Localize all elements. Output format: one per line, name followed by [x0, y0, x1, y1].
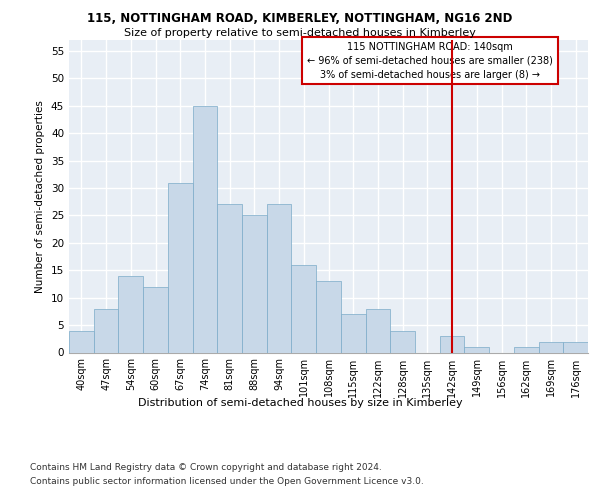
Bar [539, 342, 563, 352]
Text: Contains public sector information licensed under the Open Government Licence v3: Contains public sector information licen… [30, 478, 424, 486]
Bar [267, 204, 292, 352]
Bar [143, 286, 168, 352]
Y-axis label: Number of semi-detached properties: Number of semi-detached properties [35, 100, 46, 292]
Bar [193, 106, 217, 352]
Bar [316, 281, 341, 352]
Bar [464, 347, 489, 352]
Bar [242, 216, 267, 352]
Bar [118, 276, 143, 352]
Text: Contains HM Land Registry data © Crown copyright and database right 2024.: Contains HM Land Registry data © Crown c… [30, 462, 382, 471]
Bar [94, 308, 118, 352]
Bar [365, 308, 390, 352]
Bar [390, 330, 415, 352]
Bar [440, 336, 464, 352]
Text: 115, NOTTINGHAM ROAD, KIMBERLEY, NOTTINGHAM, NG16 2ND: 115, NOTTINGHAM ROAD, KIMBERLEY, NOTTING… [88, 12, 512, 26]
Bar [563, 342, 588, 352]
Text: Distribution of semi-detached houses by size in Kimberley: Distribution of semi-detached houses by … [137, 398, 463, 407]
Bar [514, 347, 539, 352]
Text: 115 NOTTINGHAM ROAD: 140sqm
← 96% of semi-detached houses are smaller (238)
3% o: 115 NOTTINGHAM ROAD: 140sqm ← 96% of sem… [307, 42, 553, 80]
Bar [69, 330, 94, 352]
Bar [292, 265, 316, 352]
Text: Size of property relative to semi-detached houses in Kimberley: Size of property relative to semi-detach… [124, 28, 476, 38]
Bar [217, 204, 242, 352]
Bar [168, 182, 193, 352]
Bar [341, 314, 365, 352]
